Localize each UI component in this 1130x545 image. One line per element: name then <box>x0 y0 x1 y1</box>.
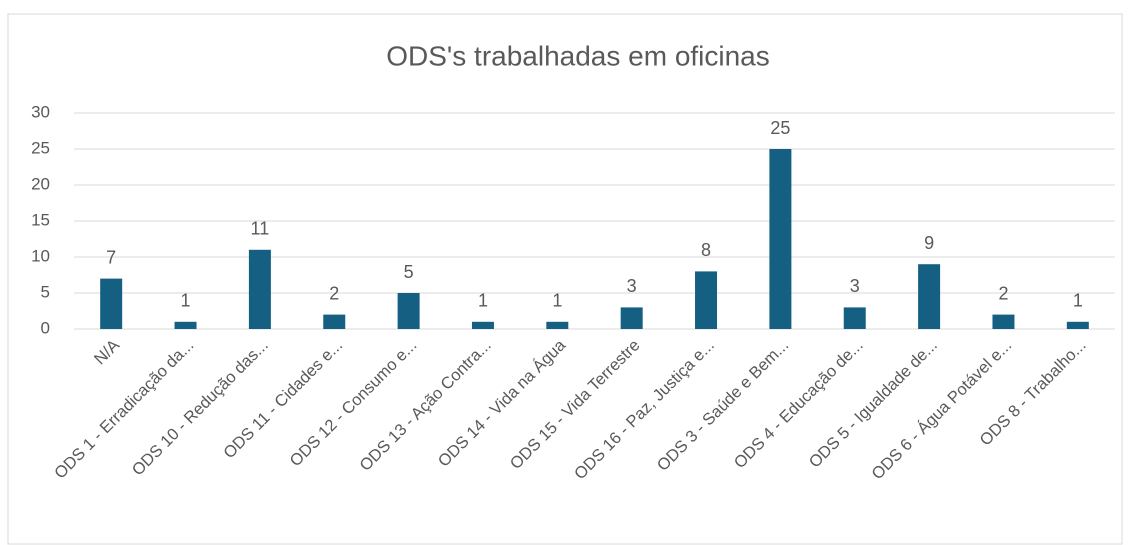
data-label: 9 <box>924 233 934 253</box>
bar <box>471 321 494 329</box>
data-label: 7 <box>106 247 116 267</box>
bar <box>174 321 197 329</box>
y-tick-label: 5 <box>41 282 50 301</box>
y-tick-label: 25 <box>31 138 50 157</box>
data-label: 1 <box>181 291 191 311</box>
bar <box>620 307 643 329</box>
bar <box>769 149 792 329</box>
data-label: 11 <box>251 219 270 239</box>
bar <box>843 307 866 329</box>
bar <box>248 249 271 329</box>
chart-border <box>7 13 1123 545</box>
data-label: 1 <box>478 291 488 311</box>
bar <box>323 314 346 329</box>
data-label: 5 <box>404 262 414 282</box>
bar <box>397 293 420 329</box>
data-label: 8 <box>701 240 711 260</box>
chart-title: ODS's trabalhadas em oficinas <box>386 40 770 71</box>
bar <box>100 278 123 329</box>
y-tick-label: 15 <box>31 210 50 229</box>
data-label: 3 <box>627 276 637 296</box>
bar <box>918 264 941 329</box>
y-tick-label: 0 <box>41 318 50 337</box>
bar <box>992 314 1015 329</box>
y-tick-label: 20 <box>31 174 50 193</box>
data-label: 1 <box>1073 291 1083 311</box>
y-tick-label: 10 <box>31 246 50 265</box>
data-label: 25 <box>770 118 790 138</box>
y-tick-label: 30 <box>31 102 50 121</box>
data-label: 1 <box>552 291 562 311</box>
bar <box>695 271 718 329</box>
bar <box>546 321 569 329</box>
data-label: 2 <box>998 283 1008 303</box>
data-label: 3 <box>850 276 860 296</box>
data-label: 2 <box>329 283 339 303</box>
bar <box>1066 321 1089 329</box>
